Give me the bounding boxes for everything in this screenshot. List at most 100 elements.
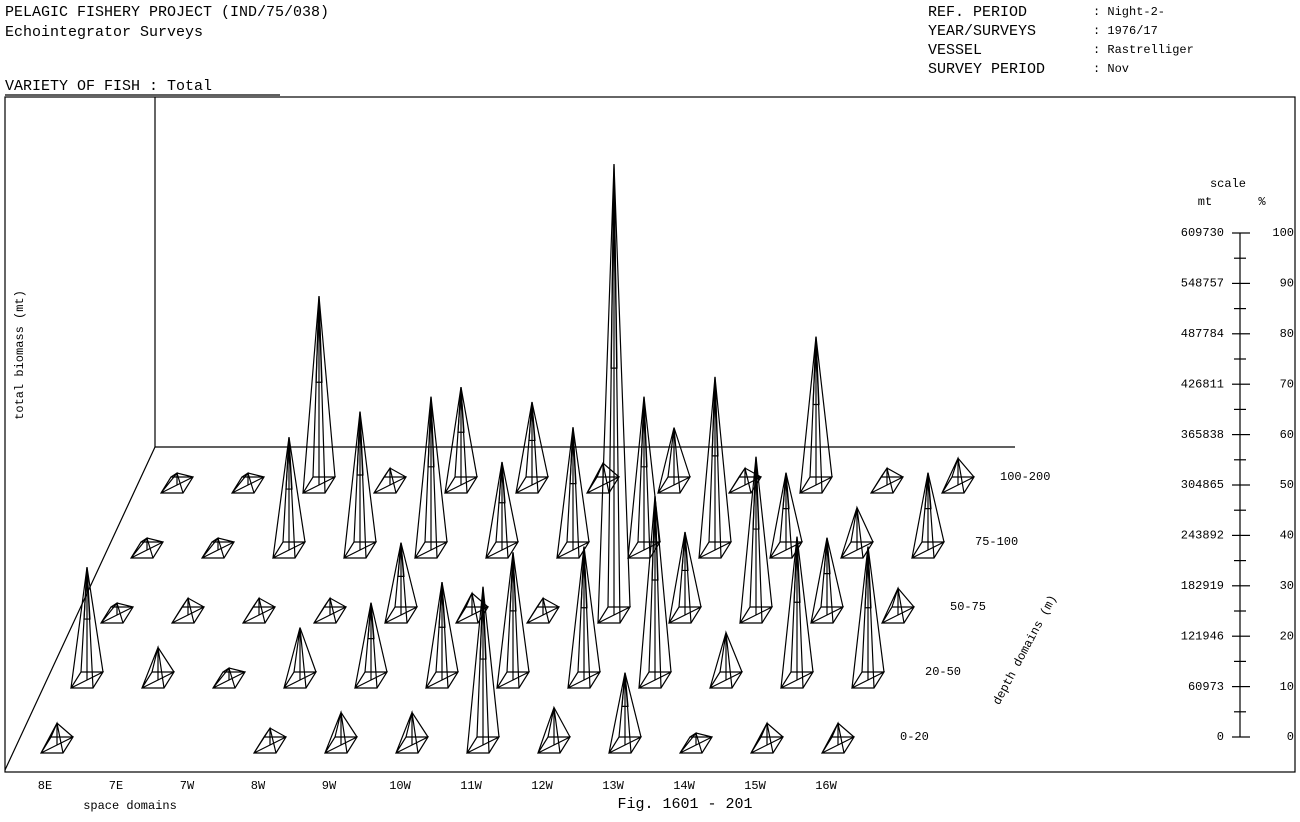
y2-tick-label: 40: [1280, 529, 1294, 543]
pyramid-tip: [457, 387, 465, 433]
pyramid-tip: [610, 164, 618, 369]
pyramid: [869, 466, 905, 494]
pyramid: [820, 721, 856, 754]
pyramid: [99, 601, 135, 624]
pyramid-tip: [782, 472, 790, 510]
pyramid: [353, 602, 389, 689]
pyramid: [69, 567, 105, 689]
info-value: : 1976/17: [1093, 24, 1158, 38]
y-axis-label: total biomass (mt): [13, 290, 27, 420]
x-axis-label: space domains: [83, 799, 177, 813]
pyramid-tip: [498, 461, 506, 504]
pyramid: [495, 552, 531, 689]
y2-tick-label: 80: [1280, 327, 1294, 341]
pyramid: [372, 466, 408, 494]
y-tick-label: 243892: [1181, 529, 1224, 543]
y-tick-label: 60973: [1188, 680, 1224, 694]
x-tick-label: 8W: [251, 779, 266, 793]
y2-tick-label: 90: [1280, 277, 1294, 291]
y-tick-label: 304865: [1181, 478, 1224, 492]
pyramid-tip: [711, 376, 719, 457]
y-tick-label: 121946: [1181, 629, 1224, 643]
pyramid: [809, 537, 845, 624]
pyramid: [708, 630, 744, 689]
pyramid: [607, 672, 643, 754]
pyramid-tip: [356, 411, 364, 476]
pyramid: [424, 582, 460, 689]
pyramid-tip: [427, 396, 435, 468]
pyramid-tip: [438, 582, 446, 628]
legend-label: 0-20: [900, 730, 929, 744]
pyramid: [312, 596, 348, 624]
pyramid-tip: [864, 546, 872, 609]
pyramid: [910, 472, 946, 559]
y2-tick-label: 50: [1280, 478, 1294, 492]
pyramid: [301, 296, 337, 494]
legend-label: 20-50: [925, 665, 961, 679]
y-tick-label: 548757: [1181, 277, 1224, 291]
pyramid-tip: [528, 401, 536, 442]
pyramid-tip: [367, 602, 375, 640]
y2-tick-label: 100: [1272, 226, 1294, 240]
pyramid: [282, 627, 318, 689]
pyramid: [271, 437, 307, 559]
pyramid: [940, 456, 976, 494]
x-tick-label: 11W: [460, 779, 482, 793]
pyramid: [170, 596, 206, 624]
legend-label: 75-100: [975, 535, 1018, 549]
pyramid: [839, 505, 875, 559]
floor-edge: [4, 446, 156, 771]
x-tick-label: 16W: [815, 779, 837, 793]
pyramid-tip: [812, 336, 820, 406]
subtitle: Echointegrator Surveys: [5, 24, 203, 41]
y2-tick-label: 0: [1287, 730, 1294, 744]
info-label: SURVEY PERIOD: [928, 61, 1045, 78]
pyramid: [342, 411, 378, 559]
pyramid: [656, 427, 692, 494]
pyramid: [667, 531, 703, 624]
x-tick-label: 9W: [322, 779, 337, 793]
y2-unit: %: [1258, 195, 1266, 209]
info-label: YEAR/SURVEYS: [928, 23, 1036, 40]
pyramid: [39, 721, 75, 754]
y2-tick-label: 20: [1280, 629, 1294, 643]
info-value: : Rastrelliger: [1093, 43, 1194, 57]
pyramid: [727, 466, 763, 494]
pyramid: [850, 546, 886, 689]
pyramid: [394, 710, 430, 754]
pyramid-tip: [397, 542, 405, 577]
pyramid-tip: [681, 531, 689, 572]
info-label: VESSEL: [928, 42, 982, 59]
pyramid: [129, 536, 165, 559]
pyramid-tip: [621, 672, 629, 707]
pyramid: [159, 471, 195, 494]
project-title: PELAGIC FISHERY PROJECT (IND/75/038): [5, 4, 329, 21]
y2-tick-label: 30: [1280, 579, 1294, 593]
pyramid: [779, 536, 815, 689]
pyramid: [484, 461, 520, 559]
pyramid-tip: [823, 537, 831, 575]
info-value: : Night-2-: [1093, 5, 1165, 19]
x-tick-label: 14W: [673, 779, 695, 793]
x-tick-label: 10W: [389, 779, 411, 793]
scale-label: scale: [1210, 177, 1246, 191]
pyramid: [241, 596, 277, 624]
info-label: REF. PERIOD: [928, 4, 1027, 21]
y-tick-label: 609730: [1181, 226, 1224, 240]
pyramid-tip: [285, 437, 293, 490]
pyramid: [880, 586, 916, 624]
pyramid-tip: [83, 567, 91, 620]
pyramid-tip: [315, 296, 323, 383]
x-tick-label: 13W: [602, 779, 624, 793]
pyramid-tip: [651, 496, 659, 581]
y-tick-label: 182919: [1181, 579, 1224, 593]
y2-tick-label: 60: [1280, 428, 1294, 442]
frame: [4, 96, 1296, 773]
pyramid: [536, 705, 572, 754]
x-tick-label: 7E: [109, 779, 123, 793]
pyramid-tip: [509, 552, 517, 612]
pyramid: [749, 721, 785, 754]
pyramid-tip: [924, 472, 932, 510]
pyramid-tip: [752, 456, 760, 530]
info-value: : Nov: [1093, 62, 1129, 76]
